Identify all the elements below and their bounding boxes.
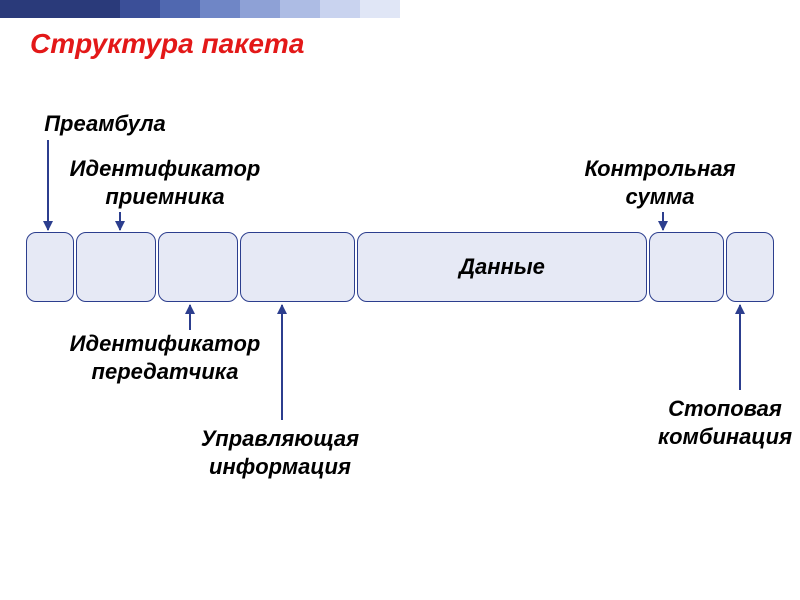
label-receiver: Идентификаторприемника: [55, 155, 275, 210]
label-checksum: Контрольнаясумма: [560, 155, 760, 210]
header-gradient-band: [360, 0, 400, 18]
segment-transmitter: [158, 232, 238, 302]
header-gradient: [0, 0, 800, 18]
segment-data: Данные: [357, 232, 647, 302]
label-preamble: Преамбула: [15, 110, 195, 138]
header-gradient-band: [0, 0, 120, 18]
header-gradient-band: [280, 0, 320, 18]
segment-stop: [726, 232, 774, 302]
segment-receiver: [76, 232, 156, 302]
label-control: Управляющаяинформация: [170, 425, 390, 480]
header-gradient-band: [200, 0, 240, 18]
label-stop: Стоповаякомбинация: [640, 395, 800, 450]
header-gradient-band: [320, 0, 360, 18]
segment-control: [240, 232, 355, 302]
segment-checksum: [649, 232, 724, 302]
header-gradient-band: [160, 0, 200, 18]
header-gradient-band: [120, 0, 160, 18]
page-title: Структура пакета: [30, 28, 304, 60]
header-gradient-band: [400, 0, 800, 18]
header-gradient-band: [240, 0, 280, 18]
packet-row: Данные: [25, 232, 775, 302]
label-transmitter: Идентификаторпередатчика: [55, 330, 275, 385]
segment-preamble: [26, 232, 74, 302]
